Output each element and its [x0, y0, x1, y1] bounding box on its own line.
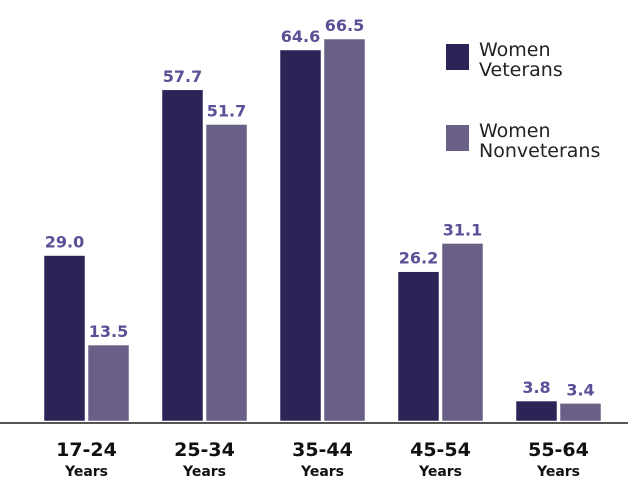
bars-layer [41, 36, 604, 424]
value-label-women-veterans-35-44: 64.6 [281, 27, 320, 46]
bar-women-veterans-35-44 [277, 47, 324, 424]
legend-label-women-nonveterans-line-1: Women [479, 120, 551, 142]
bar-women-veterans-25-34 [159, 87, 206, 424]
bar-women-veterans-45-54 [395, 269, 442, 424]
category-sublabel-45-54: Years [418, 464, 462, 480]
bar-women-nonveterans-45-54 [439, 241, 486, 424]
value-label-women-veterans-25-34: 57.7 [163, 67, 202, 86]
bar-women-nonveterans-35-44 [321, 36, 368, 424]
value-label-women-nonveterans-25-34: 51.7 [207, 101, 246, 120]
value-label-women-nonveterans-45-54: 31.1 [443, 220, 482, 239]
category-sublabel-17-24: Years [64, 464, 108, 480]
bar-women-nonveterans-25-34 [203, 122, 250, 424]
category-labels-layer: 17-24 Years 25-34 Years 35-44 Years 45-54 Years… [56, 439, 589, 480]
legend-swatch-women-nonveterans [446, 125, 469, 151]
category-label-55-64: 55-64 [528, 439, 589, 461]
category-sublabel-25-34: Years [182, 464, 226, 480]
category-sublabel-55-64: Years [536, 464, 580, 480]
bar-women-nonveterans-55-64 [557, 401, 604, 424]
legend-label-women-veterans-line-2: Veterans [479, 59, 563, 81]
bar-women-nonveterans-17-24 [85, 342, 132, 424]
bar-women-veterans-17-24 [41, 253, 88, 424]
category-label-25-34: 25-34 [174, 439, 235, 461]
value-label-women-nonveterans-55-64: 3.4 [566, 380, 594, 399]
value-label-women-veterans-45-54: 26.2 [399, 249, 438, 268]
category-label-45-54: 45-54 [410, 439, 471, 461]
legend-label-women-nonveterans-line-2: Nonveterans [479, 140, 600, 162]
category-sublabel-35-44: Years [300, 464, 344, 480]
value-label-women-veterans-17-24: 29.0 [45, 233, 84, 252]
value-labels-layer: 29.0 13.5 57.7 51.7 64.6 66.5 26.2 31.1 3.8 3.4 [45, 16, 595, 399]
value-label-women-veterans-55-64: 3.8 [522, 378, 550, 397]
value-label-women-nonveterans-35-44: 66.5 [325, 16, 364, 35]
category-label-35-44: 35-44 [292, 439, 353, 461]
legend-label-women-veterans-line-1: Women [479, 39, 551, 61]
legend-swatch-women-veterans [446, 44, 469, 70]
value-label-women-nonveterans-17-24: 13.5 [89, 322, 128, 341]
category-label-17-24: 17-24 [56, 439, 117, 461]
bar-women-veterans-55-64 [513, 398, 560, 424]
